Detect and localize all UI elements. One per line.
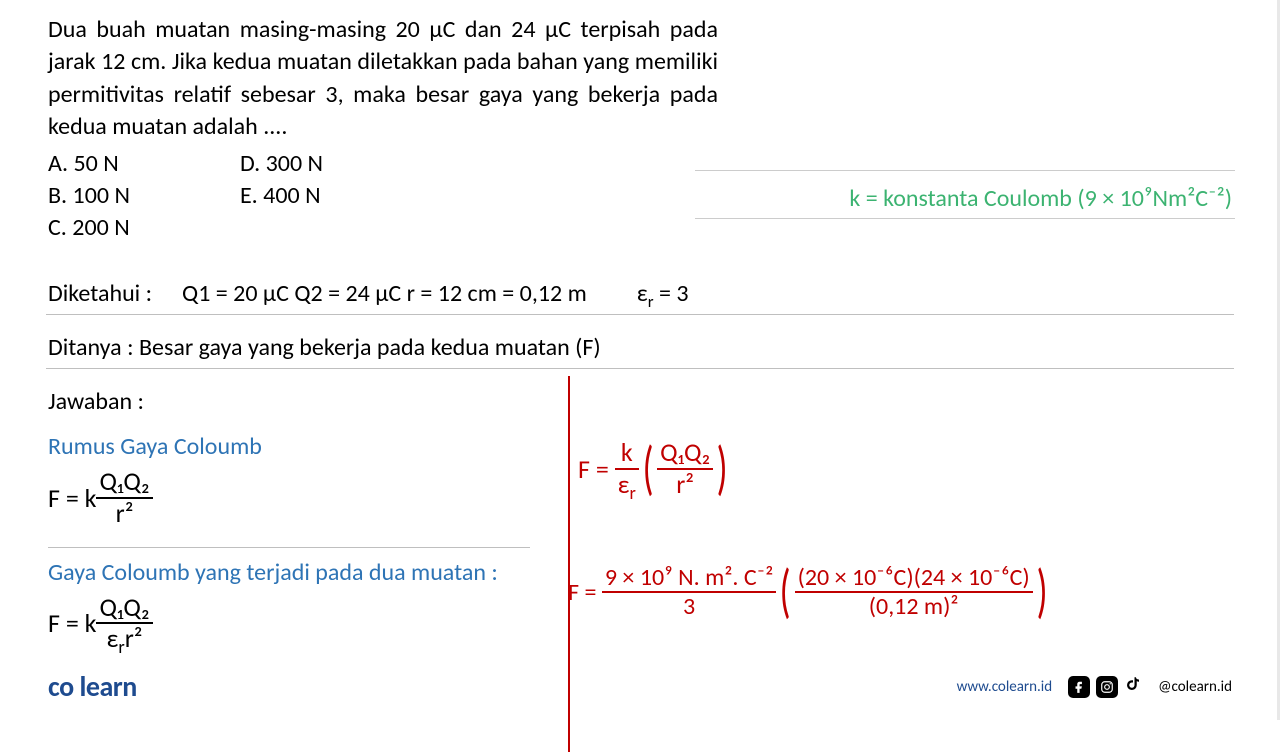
footer: co learn www.colearn.id @colearn.id — [48, 669, 1232, 704]
instagram-icon — [1096, 676, 1118, 698]
facebook-icon — [1068, 676, 1090, 698]
numerator: k — [615, 438, 639, 470]
fraction-k-eps: k εr — [615, 438, 639, 500]
logo-part-b: learn — [79, 669, 136, 704]
tiktok-icon — [1124, 673, 1142, 700]
fraction: Q₁Q₂ r² — [96, 467, 152, 529]
formula-coulomb: F = k Q₁Q₂ r² — [48, 467, 528, 529]
fraction-q: Q₁Q₂ r² — [657, 438, 713, 500]
option-e: E. 400 N — [240, 180, 323, 212]
fraction-num: 9 × 10⁹ N. m². C⁻² 3 — [602, 564, 777, 621]
denominator: εr — [615, 470, 639, 500]
divider — [46, 314, 1234, 315]
numerator: Q₁Q₂ — [96, 467, 152, 499]
fraction-charges: (20 × 10⁻⁶C)(24 × 10⁻⁶C) (0,12 m)² — [795, 564, 1033, 621]
left-column: Rumus Gaya Coloumb F = k Q₁Q₂ r² Gaya Co… — [48, 426, 548, 673]
question-text: Dua buah muatan masing-masing 20 µC dan … — [48, 14, 718, 144]
formula-lhs: F = k — [48, 607, 96, 639]
divider — [695, 218, 1235, 219]
ditanya-row: Ditanya : Besar gaya yang bekerja pada k… — [48, 323, 1232, 368]
page-content: Dua buah muatan masing-masing 20 µC dan … — [0, 0, 1280, 672]
denominator: (0,12 m)² — [795, 593, 1033, 621]
option-d: D. 300 N — [240, 148, 323, 180]
k-constant-note: k = konstanta Coulomb (9 × 10⁹Nm²C⁻²) — [849, 184, 1232, 213]
right-column: F = k εr ( Q₁Q₂ r² ) F = 9 × 10⁹ N. m². … — [548, 426, 1232, 673]
social-icons — [1068, 673, 1142, 700]
gaya-title: Gaya Coloumb yang terjadi pada dua muata… — [48, 558, 528, 587]
diketahui-row: Diketahui : Q1 = 20 µC Q2 = 24 µC r = 12… — [48, 269, 1232, 314]
logo-part-a: co — [48, 669, 74, 704]
formula-step-1: F = k εr ( Q₁Q₂ r² ) — [578, 438, 1232, 500]
eps-r-value: εr = 3 — [637, 279, 689, 308]
paren-right: ) — [717, 448, 728, 490]
diketahui-label: Diketahui : — [48, 279, 152, 308]
numerator: Q₁Q₂ — [657, 438, 713, 470]
formula-lhs: F = k — [48, 482, 96, 514]
jawaban-label: Jawaban : — [48, 377, 1232, 422]
rumus-title: Rumus Gaya Coloumb — [48, 432, 528, 461]
denominator: 3 — [602, 593, 777, 621]
option-c: C. 200 N — [48, 212, 130, 244]
formula-with-eps: F = k Q₁Q₂ εrr² — [48, 593, 528, 655]
divider — [46, 368, 1234, 369]
fraction: Q₁Q₂ εrr² — [96, 593, 152, 655]
footer-right: www.colearn.id @colearn.id — [957, 673, 1232, 700]
formula-step-2: F = 9 × 10⁹ N. m². C⁻² 3 ( (20 × 10⁻⁶C)(… — [568, 564, 1232, 621]
option-a: A. 50 N — [48, 148, 130, 180]
divider — [695, 170, 1235, 171]
numerator: 9 × 10⁹ N. m². C⁻² — [602, 564, 777, 594]
paren-right: ) — [1036, 571, 1047, 613]
denominator: r² — [96, 499, 152, 529]
denominator: εrr² — [96, 624, 152, 654]
options-col-1: A. 50 N B. 100 N C. 200 N — [48, 148, 130, 245]
paren-left: ( — [780, 571, 791, 613]
footer-handle: @colearn.id — [1158, 678, 1232, 696]
option-b: B. 100 N — [48, 180, 130, 212]
diketahui-values: Q1 = 20 µC Q2 = 24 µC r = 12 cm = 0,12 m — [182, 279, 587, 308]
footer-url: www.colearn.id — [957, 678, 1053, 696]
denominator: r² — [657, 470, 713, 500]
numerator: Q₁Q₂ — [96, 593, 152, 625]
formula-lhs: F = — [568, 578, 596, 607]
solution-columns: Rumus Gaya Coloumb F = k Q₁Q₂ r² Gaya Co… — [48, 426, 1232, 673]
numerator: (20 × 10⁻⁶C)(24 × 10⁻⁶C) — [795, 564, 1033, 594]
paren-left: ( — [643, 448, 654, 490]
logo: co learn — [48, 669, 137, 704]
formula-lhs: F = — [578, 453, 609, 485]
options-col-2: D. 300 N E. 400 N — [240, 148, 323, 245]
divider — [48, 547, 530, 548]
